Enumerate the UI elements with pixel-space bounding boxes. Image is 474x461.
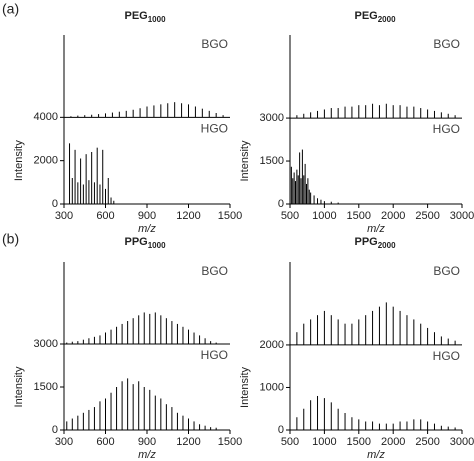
panel-label: (a)	[2, 1, 19, 17]
y-tick-label: 1000	[260, 381, 284, 393]
x-tick-label: 600	[96, 436, 114, 448]
x-tick-label: 1500	[218, 436, 242, 448]
chart-title-subscript: 2000	[378, 241, 396, 250]
chart-title-text: PEG	[354, 10, 377, 22]
x-tick-label: 1000	[312, 436, 336, 448]
x-tick-label: 2000	[381, 210, 405, 222]
y-axis-label: Intensity	[239, 140, 251, 181]
y-tick-label: 0	[52, 424, 58, 436]
series-label: BGO	[201, 264, 228, 278]
series-label: HGO	[433, 349, 460, 363]
x-tick-label: 2500	[415, 210, 439, 222]
chart-title-text: PEG	[124, 10, 147, 22]
chart-title: PEG2000	[354, 10, 396, 24]
x-tick-label: 900	[138, 210, 156, 222]
chart-title: PPG1000	[124, 236, 166, 250]
x-tick-label: 1000	[312, 210, 336, 222]
series-label: BGO	[433, 37, 460, 51]
y-tick-label: 3000	[260, 112, 284, 124]
chart-title: PPG2000	[354, 236, 396, 250]
series-label: HGO	[201, 348, 228, 362]
x-axis-label: m/z	[138, 449, 156, 461]
x-tick-label: 1500	[218, 210, 242, 222]
chart-title-text: PPG	[124, 236, 147, 248]
y-tick-label: 1500	[34, 381, 58, 393]
x-tick-label: 1200	[176, 436, 200, 448]
x-tick-label: 900	[138, 436, 156, 448]
x-tick-label: 500	[281, 210, 299, 222]
y-tick-label: 0	[52, 198, 58, 210]
x-tick-label: 300	[55, 210, 73, 222]
chart-title: PEG1000	[124, 10, 166, 24]
x-axis-label: m/z	[138, 223, 156, 235]
chart-title-subscript: 1000	[148, 15, 166, 24]
y-tick-label: 1500	[260, 155, 284, 167]
series-label: HGO	[201, 122, 228, 136]
y-tick-label: 3000	[34, 338, 58, 350]
x-tick-label: 3000	[450, 210, 474, 222]
series-label: BGO	[433, 264, 460, 278]
chart-title-subscript: 2000	[378, 15, 396, 24]
y-axis-label: Intensity	[239, 366, 251, 407]
x-axis-label: m/z	[367, 449, 385, 461]
x-tick-label: 3000	[450, 436, 474, 448]
x-tick-label: 1200	[176, 210, 200, 222]
y-tick-label: 0	[278, 198, 284, 210]
series-label: HGO	[433, 122, 460, 136]
x-axis-label: m/z	[367, 223, 385, 235]
y-axis-label: Intensity	[13, 366, 25, 407]
x-tick-label: 600	[96, 210, 114, 222]
y-axis-label: Intensity	[13, 140, 25, 181]
y-tick-label: 4000	[34, 111, 58, 123]
chart-title-subscript: 1000	[148, 241, 166, 250]
x-tick-label: 300	[55, 436, 73, 448]
x-tick-label: 1500	[347, 210, 371, 222]
panel-label: (b)	[2, 231, 19, 247]
x-tick-label: 1500	[347, 436, 371, 448]
series-label: BGO	[201, 37, 228, 51]
y-tick-label: 2000	[260, 339, 284, 351]
x-tick-label: 2000	[381, 436, 405, 448]
chart-title-text: PPG	[354, 236, 377, 248]
x-tick-label: 2500	[415, 436, 439, 448]
x-tick-label: 500	[281, 436, 299, 448]
y-tick-label: 2000	[34, 155, 58, 167]
y-tick-label: 0	[278, 424, 284, 436]
